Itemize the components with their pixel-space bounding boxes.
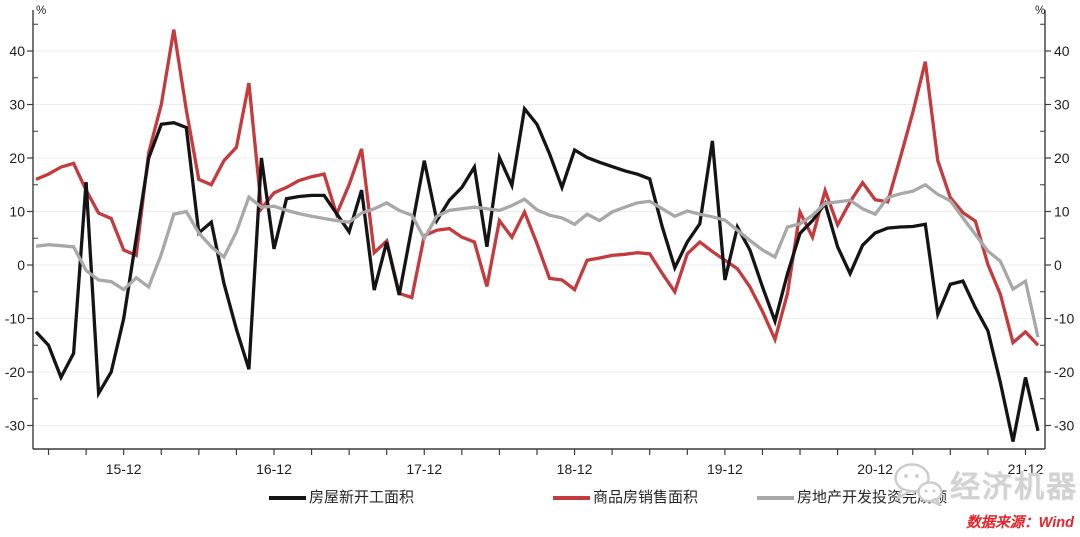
brand-watermark: 经济机器 <box>893 462 1078 506</box>
chart-legend: 房屋新开工面积 商品房销售面积 房地产开发投资完成额 <box>0 0 1080 506</box>
series-line-1 <box>34 104 1040 442</box>
x-tick-label: 15-12 <box>106 461 142 477</box>
y-tick-label-left: 10 <box>9 204 25 220</box>
y-tick-label-left: -10 <box>5 311 25 327</box>
legend-label: 房地产开发投资完成额 <box>797 489 948 506</box>
y-tick-label-left: -30 <box>5 418 25 434</box>
x-tick-label: 21-12 <box>1008 461 1044 477</box>
legend-item: 商品房销售面积 <box>553 489 698 507</box>
y-tick-label-left: -20 <box>5 364 25 380</box>
y-tick-label-right: 30 <box>1054 97 1070 113</box>
y-tick-label-right: 40 <box>1054 43 1070 59</box>
legend-line-swatch <box>269 496 306 500</box>
y-tick-label-right: 0 <box>1054 257 1062 273</box>
y-tick-label-right: -20 <box>1054 364 1074 380</box>
x-tick-label: 19-12 <box>707 461 743 477</box>
legend-label: 商品房销售面积 <box>593 489 699 506</box>
y-tick-label-left: 30 <box>9 97 25 113</box>
x-tick-label: 20-12 <box>857 461 893 477</box>
data-source-note: 数据来源：Wind <box>966 515 1074 531</box>
brand-watermark-text: 经济机器 <box>950 471 1078 504</box>
y-tick-label-left: 20 <box>9 150 25 166</box>
y-tick-label-right: 10 <box>1054 204 1070 220</box>
y-axis-unit-left: % <box>36 5 46 17</box>
legend-item: 房地产开发投资完成额 <box>757 489 947 507</box>
y-tick-label-left: 0 <box>17 257 25 273</box>
series-line-2 <box>35 29 1040 347</box>
legend-line-swatch <box>553 496 590 500</box>
x-tick-label: 17-12 <box>406 461 442 477</box>
y-tick-label-left: 40 <box>9 43 25 59</box>
legend-line-swatch <box>757 496 794 500</box>
wechat-chat-bubbles-icon <box>894 463 943 506</box>
legend-label: 房屋新开工面积 <box>309 489 415 506</box>
series-line-3 <box>35 182 1040 338</box>
x-tick-label: 16-12 <box>256 461 292 477</box>
y-tick-label-right: 20 <box>1054 150 1070 166</box>
y-axis-unit-right: % <box>1035 5 1045 17</box>
x-tick-label: 18-12 <box>557 461 593 477</box>
y-tick-label-right: -10 <box>1054 311 1074 327</box>
legend-item: 房屋新开工面积 <box>269 489 414 507</box>
y-tick-label-right: -30 <box>1054 418 1074 434</box>
